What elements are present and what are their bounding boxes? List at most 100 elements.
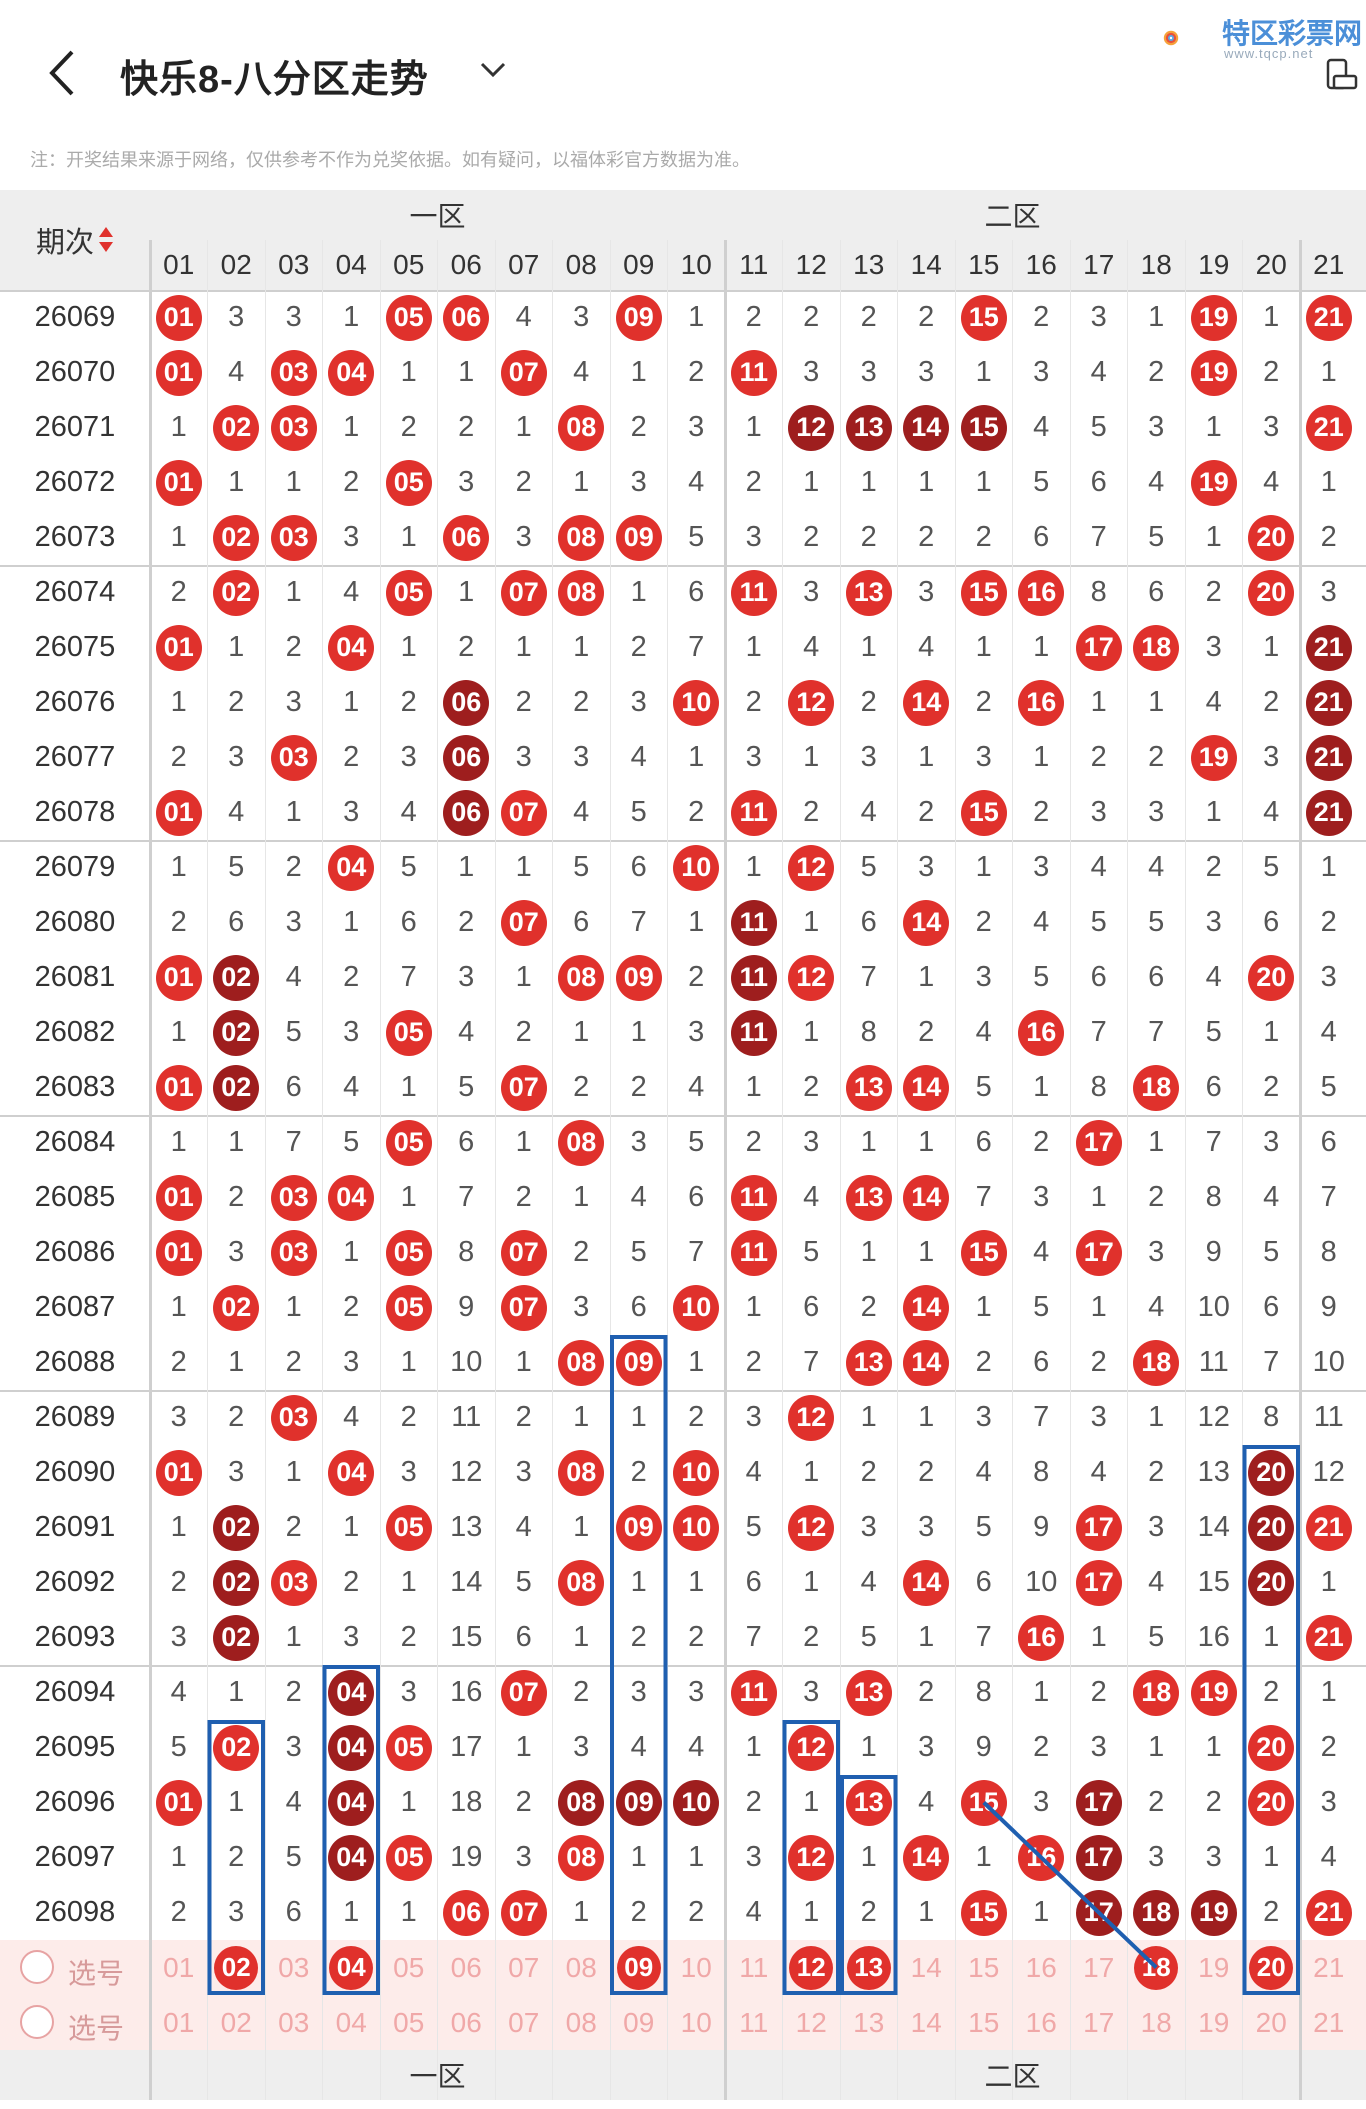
number-ball: 18 (1133, 1064, 1180, 1111)
table-cell: 6 (515, 1621, 532, 1653)
select-number[interactable]: 12 (795, 2006, 827, 2038)
period-cell: 26094 (34, 1676, 116, 1708)
select-number[interactable]: 18 (1140, 2006, 1172, 2038)
select-number[interactable]: 13 (853, 2006, 885, 2038)
table-cell: 2 (285, 1511, 302, 1543)
select-number[interactable]: 02 (208, 1940, 266, 1995)
table-cell: 4 (1148, 851, 1165, 883)
select-number[interactable]: 07 (508, 1951, 540, 1983)
select-number[interactable]: 05 (393, 1951, 425, 1983)
column-header-03: 03 (265, 240, 323, 290)
select-number[interactable]: 21 (1313, 2006, 1345, 2038)
number-ball: 13 (845, 1779, 892, 1826)
table-cell: 1 (745, 411, 762, 443)
table-cell: 1 (400, 1896, 417, 1928)
table-cell: 4 (285, 961, 302, 993)
select-number[interactable]: 04 (323, 1940, 381, 1995)
select-number[interactable]: 08 (565, 2006, 597, 2038)
table-cell: 5 (228, 851, 245, 883)
number-ball: 19 (1190, 349, 1237, 396)
table-cell: 2 (688, 1896, 705, 1928)
number-ball: 06 (443, 679, 490, 726)
table-cell: 1 (688, 1566, 705, 1598)
table-cell: 02 (208, 1610, 266, 1665)
table-cell: 1 (688, 906, 705, 938)
table-cell: 2 (860, 1291, 877, 1323)
number-ball: 12 (788, 1724, 835, 1771)
select-number[interactable]: 07 (508, 2006, 540, 2038)
select-number[interactable]: 01 (163, 1951, 195, 1983)
table-cell: 3 (1320, 1786, 1337, 1818)
select-number[interactable]: 03 (278, 1951, 310, 1983)
table-cell: 1 (1320, 466, 1337, 498)
select-number[interactable]: 13 (840, 1940, 898, 1995)
select-number[interactable]: 20 (1255, 2006, 1287, 2038)
number-ball: 20 (1248, 1504, 1295, 1551)
number-ball: 04 (328, 1669, 375, 1716)
rotate-device-icon[interactable] (1322, 56, 1358, 92)
number-ball: 17 (1075, 624, 1122, 671)
table-cell: 3 (1090, 1731, 1107, 1763)
select-number[interactable]: 09 (623, 2006, 655, 2038)
number-ball: 01 (155, 1229, 202, 1276)
table-cell: 1 (573, 631, 590, 663)
select-number[interactable]: 14 (910, 1951, 942, 1983)
select-number[interactable]: 19 (1198, 1951, 1230, 1983)
select-number[interactable]: 21 (1313, 1951, 1345, 1983)
select-number[interactable]: 08 (565, 1951, 597, 1983)
table-cell: 2 (745, 1126, 762, 1158)
table-cell: 20 (1243, 950, 1301, 1005)
table-cell: 13 (450, 1511, 483, 1543)
select-number[interactable]: 11 (739, 1951, 769, 1983)
table-cell: 3 (1205, 631, 1222, 663)
select-number[interactable]: 03 (278, 2006, 310, 2038)
table-cell: 13 (840, 1170, 898, 1225)
period-column-header[interactable]: 期次 (0, 190, 150, 290)
select-number[interactable]: 06 (450, 2006, 482, 2038)
table-cell: 08 (553, 1445, 611, 1500)
table-cell: 4 (343, 576, 360, 608)
select-number[interactable]: 15 (968, 2006, 1000, 2038)
select-number[interactable]: 05 (393, 2006, 425, 2038)
select-number[interactable]: 02 (220, 2006, 252, 2038)
table-cell: 4 (860, 1566, 877, 1598)
select-number[interactable]: 10 (680, 2006, 712, 2038)
table-cell: 6 (1205, 1071, 1222, 1103)
table-cell: 04 (323, 840, 381, 895)
select-number[interactable]: 17 (1083, 2006, 1115, 2038)
table-cell: 5 (170, 1731, 187, 1763)
select-number[interactable]: 16 (1025, 2006, 1057, 2038)
chevron-down-icon[interactable] (478, 58, 508, 82)
table-cell: 1 (745, 1071, 762, 1103)
select-number[interactable]: 09 (610, 1940, 668, 1995)
select-number[interactable]: 04 (335, 2006, 367, 2038)
number-ball: 07 (500, 1669, 547, 1716)
select-number[interactable]: 12 (783, 1940, 841, 1995)
select-radio[interactable] (20, 2005, 54, 2039)
table-cell: 3 (228, 1456, 245, 1488)
select-number[interactable]: 19 (1198, 2006, 1230, 2038)
select-number[interactable]: 11 (739, 2006, 769, 2038)
period-cell: 26083 (34, 1071, 116, 1103)
table-cell: 5 (688, 521, 705, 553)
period-cell: 26085 (34, 1181, 116, 1213)
group-divider (0, 1665, 1366, 1667)
select-number[interactable]: 10 (680, 1951, 712, 1983)
select-number[interactable]: 06 (450, 1951, 482, 1983)
table-cell: 01 (150, 1060, 208, 1115)
select-number[interactable]: 16 (1025, 1951, 1057, 1983)
select-number[interactable]: 17 (1083, 1951, 1115, 1983)
select-number[interactable]: 20 (1243, 1940, 1301, 1995)
table-cell: 1 (803, 466, 820, 498)
table-cell: 06 (438, 1885, 496, 1940)
table-cell: 02 (208, 1280, 266, 1335)
select-number[interactable]: 01 (163, 2006, 195, 2038)
select-number[interactable]: 14 (910, 2006, 942, 2038)
select-radio[interactable] (20, 1950, 54, 1984)
table-cell: 3 (343, 521, 360, 553)
back-arrow-icon[interactable] (44, 48, 78, 98)
select-number[interactable]: 15 (968, 1951, 1000, 1983)
sort-icon[interactable] (98, 225, 114, 255)
table-cell: 03 (265, 1390, 323, 1445)
table-cell: 2 (630, 631, 647, 663)
